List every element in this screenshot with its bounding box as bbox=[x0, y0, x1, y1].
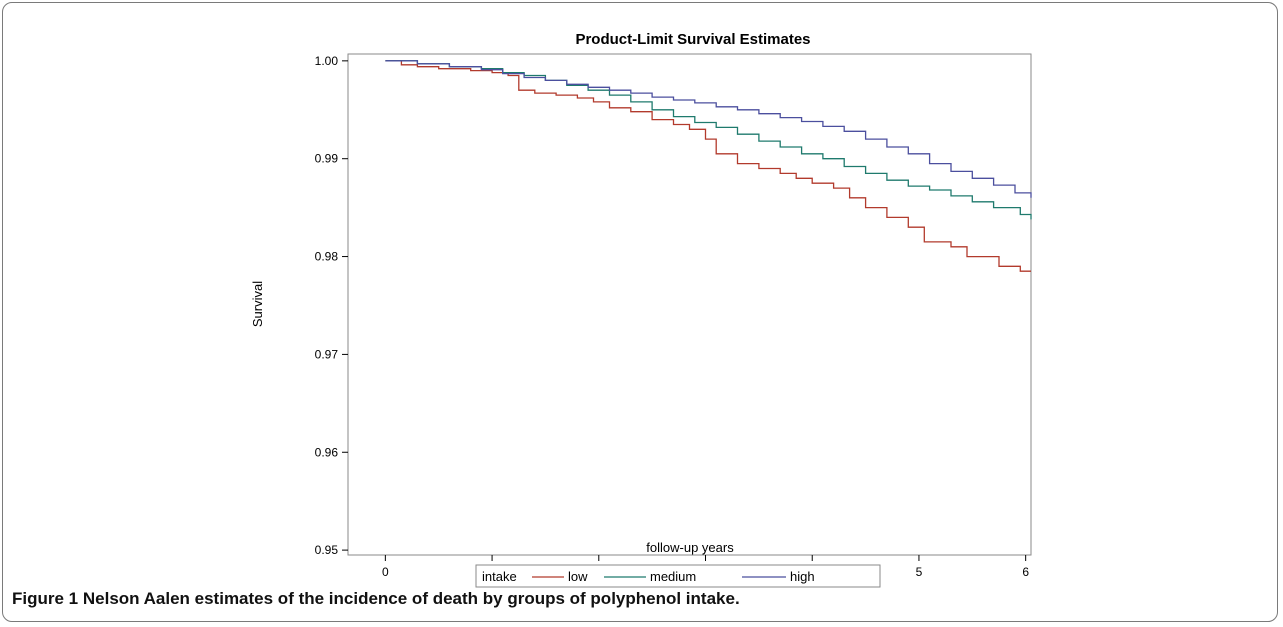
x-tick-label: 5 bbox=[916, 565, 923, 579]
y-tick-label: 0.95 bbox=[315, 543, 339, 557]
x-tick-label: 6 bbox=[1022, 565, 1029, 579]
x-axis-label: follow-up years bbox=[646, 540, 734, 555]
legend-label-low: low bbox=[568, 569, 588, 584]
series-line-low bbox=[385, 60, 1031, 272]
plot-area bbox=[347, 53, 1032, 556]
figure-caption: Figure 1 Nelson Aalen estimates of the i… bbox=[12, 589, 1262, 609]
y-tick-label: 0.96 bbox=[315, 445, 339, 459]
y-axis-label: Survival bbox=[250, 281, 265, 327]
y-tick-label: 0.99 bbox=[315, 152, 339, 166]
y-tick-label: 1.00 bbox=[315, 54, 339, 68]
x-tick-label: 0 bbox=[382, 565, 389, 579]
y-tick-label: 0.97 bbox=[315, 347, 339, 361]
y-axis: 0.95 0.96 0.97 0.98 0.99 1.00 bbox=[315, 54, 348, 557]
caption-label: Figure 1 bbox=[12, 589, 79, 608]
legend: intake low medium high bbox=[475, 564, 881, 588]
legend-items: low medium high bbox=[532, 569, 815, 584]
chart-title: Product-Limit Survival Estimates bbox=[575, 31, 810, 48]
legend-label-medium: medium bbox=[650, 569, 696, 584]
legend-box bbox=[475, 564, 881, 588]
y-tick-label: 0.98 bbox=[315, 250, 339, 264]
legend-title: intake bbox=[482, 569, 517, 584]
caption-text: Nelson Aalen estimates of the incidence … bbox=[82, 589, 740, 608]
series-line-medium bbox=[385, 60, 1032, 220]
legend-label-high: high bbox=[790, 569, 815, 584]
series-layer bbox=[385, 60, 1032, 272]
series-line-high bbox=[385, 60, 1032, 198]
